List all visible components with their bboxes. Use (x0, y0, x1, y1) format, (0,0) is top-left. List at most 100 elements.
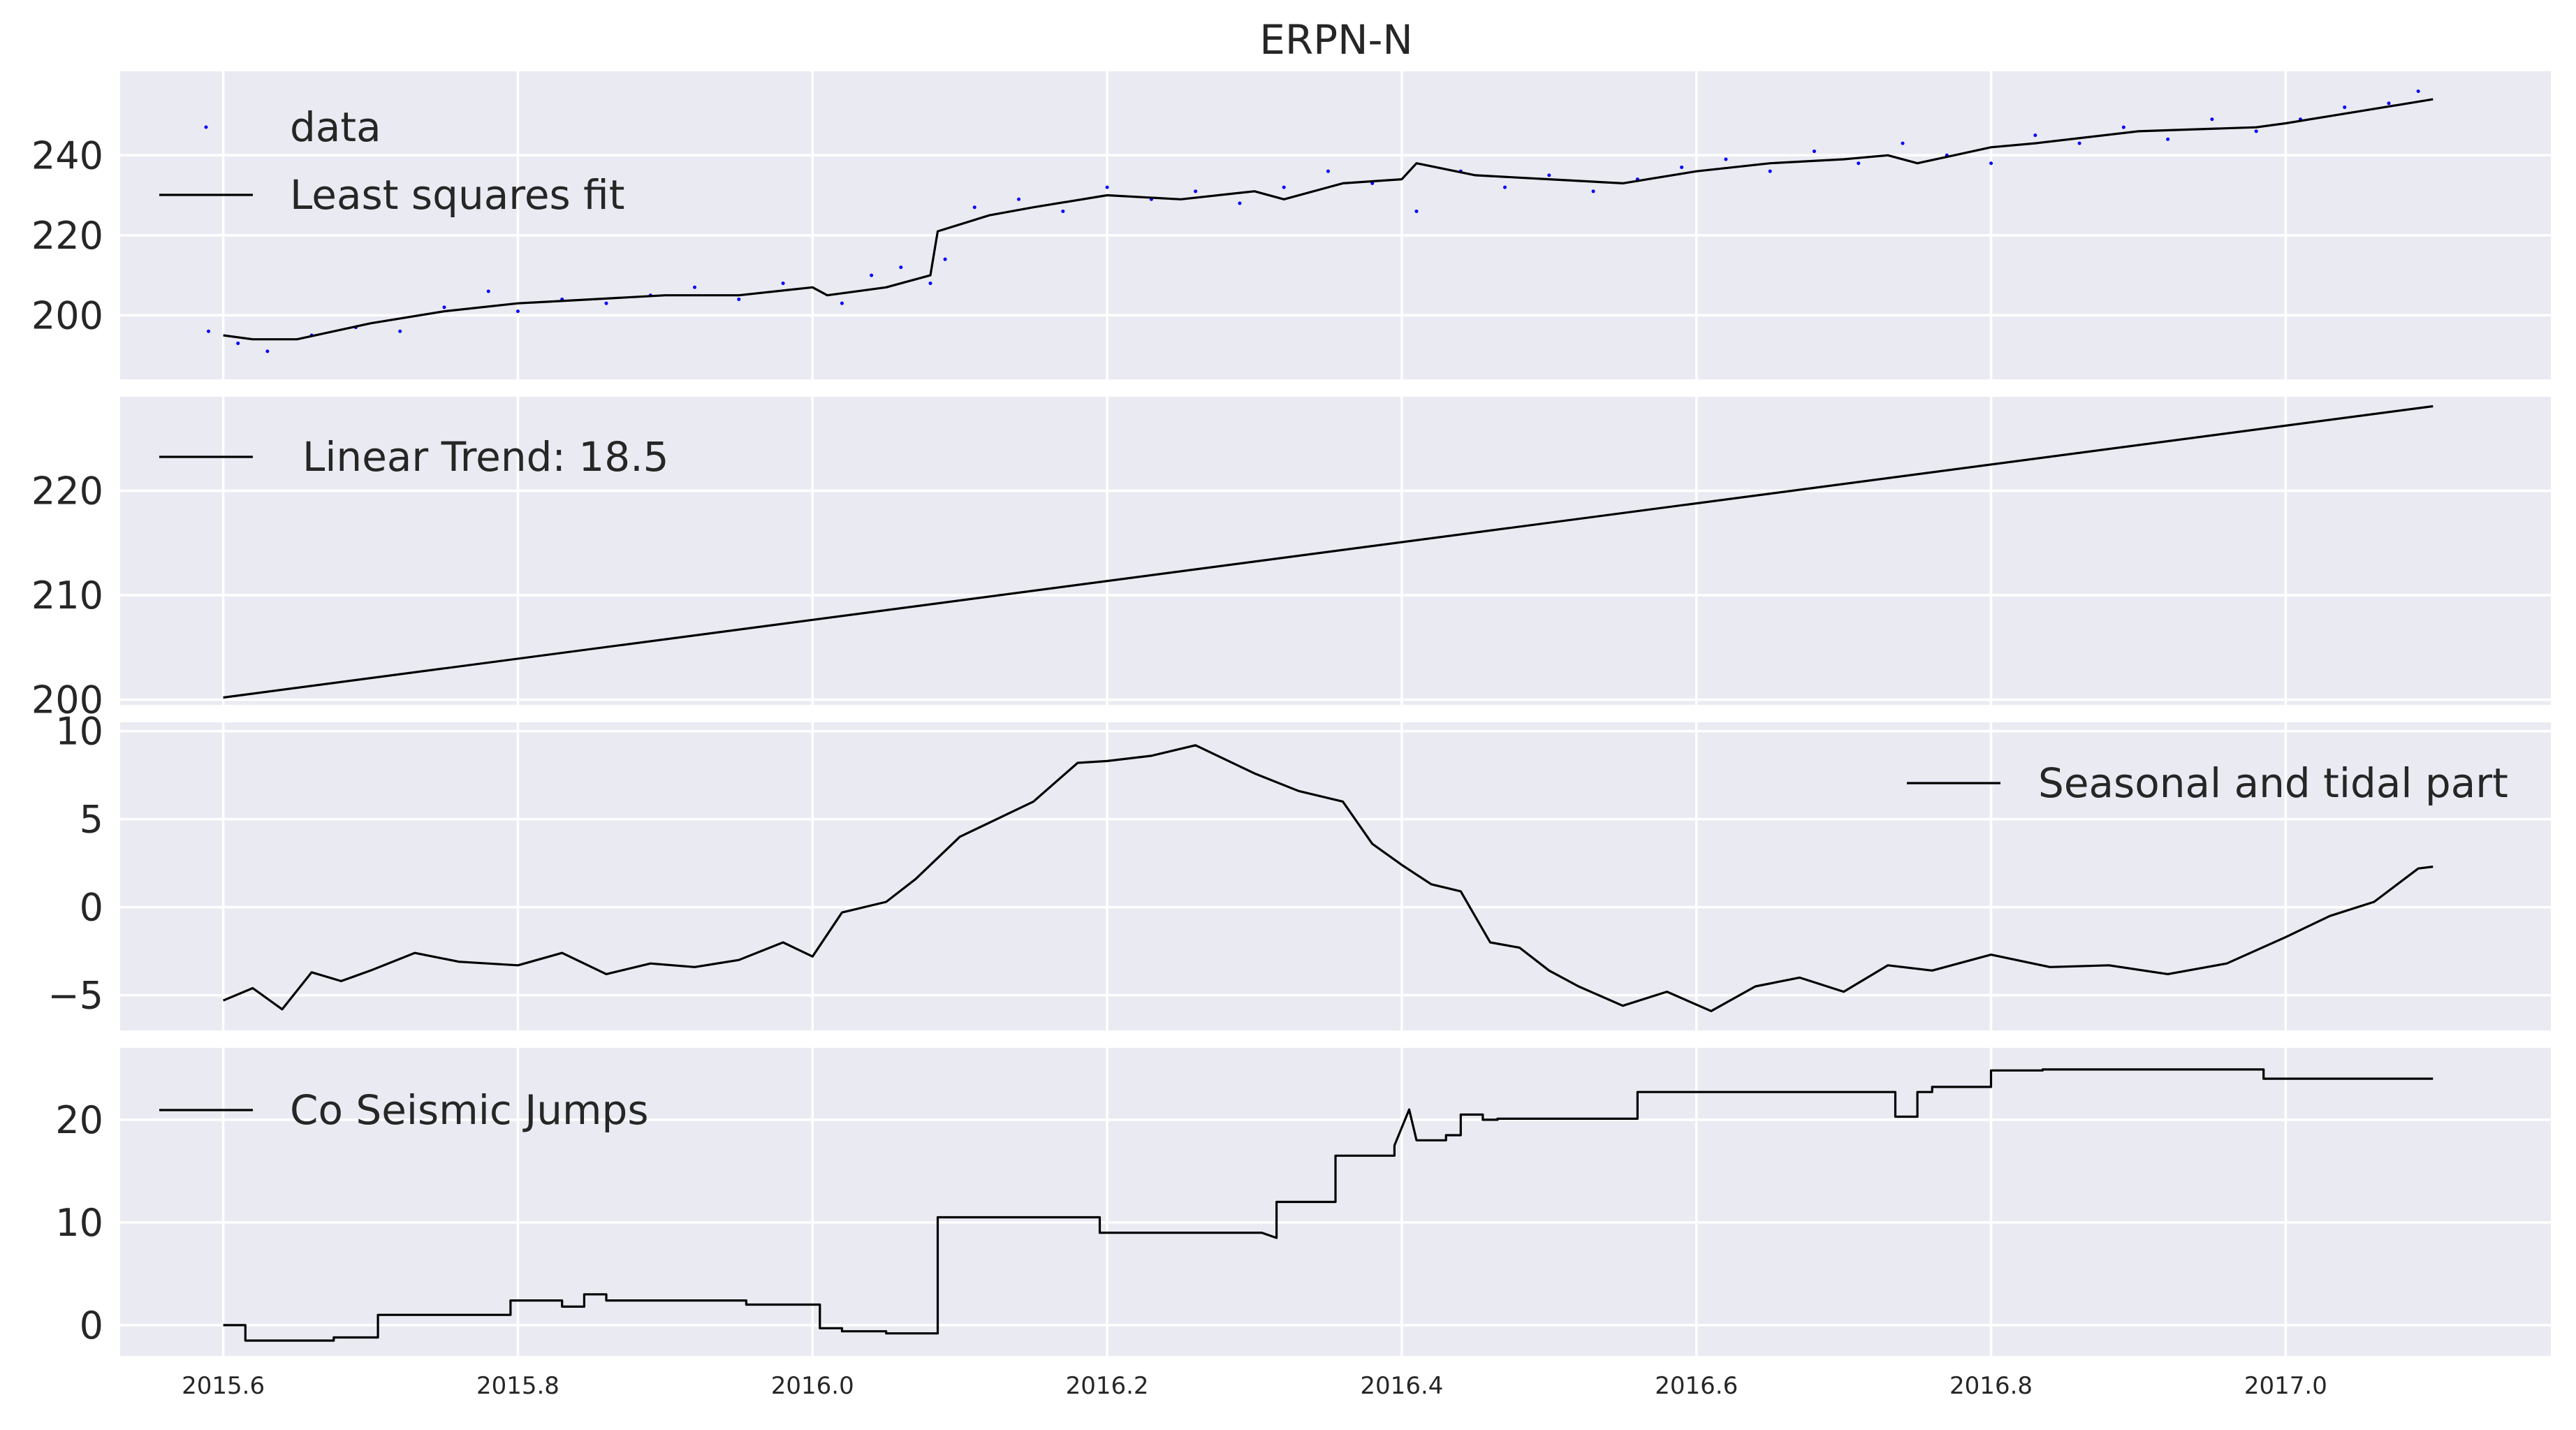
data-point (265, 349, 270, 353)
data-point (1061, 209, 1065, 213)
panel-trend-legend: Linear Trend: 18.5 (159, 433, 669, 481)
data-point (1238, 201, 1242, 205)
y-tick-label: 210 (31, 574, 103, 618)
data-point (1591, 189, 1595, 194)
data-point (207, 329, 211, 333)
data-point (1414, 209, 1419, 213)
x-tick-label: 2016.0 (771, 1372, 854, 1400)
y-tick-label: 220 (31, 469, 103, 513)
x-tick-label: 2016.6 (1655, 1372, 1738, 1400)
panel-trend: 200 210 220 Linear Trend: 18.5 (31, 397, 2551, 722)
least-squares-fit-line (223, 98, 2434, 341)
legend-fit-label: Least squares fit (290, 171, 624, 219)
legend-jumps-label: Co Seismic Jumps (290, 1086, 649, 1134)
panel-fit-data-points (207, 89, 2420, 353)
x-tick-label: 2015.6 (182, 1372, 265, 1400)
data-point (781, 282, 785, 286)
data-point (2387, 101, 2391, 105)
y-tick-label: 0 (80, 1304, 103, 1348)
y-tick-label: 5 (80, 798, 103, 842)
y-tick-label: 200 (31, 678, 103, 722)
data-point (1326, 169, 1330, 173)
y-tick-label: 200 (31, 293, 103, 337)
x-tick-label: 2016.4 (1360, 1372, 1443, 1400)
panel-seasonal-grid-y (120, 729, 2551, 997)
data-point (840, 301, 844, 305)
data-point (2254, 129, 2258, 133)
data-point (2416, 89, 2420, 94)
data-point (2121, 125, 2125, 129)
panel-fit: 200 220 240 data Least squares fit (31, 71, 2551, 379)
panel-fit-legend: data Least squares fit (159, 103, 624, 219)
data-point (1503, 185, 1507, 189)
y-tick-label: 10 (55, 1201, 103, 1245)
legend-trend-label: Linear Trend: 18.5 (302, 433, 669, 481)
linear-trend-line (223, 404, 2434, 699)
data-point (972, 205, 976, 210)
panel-seasonal: −5 0 5 10 Seasonal and tidal part (47, 710, 2551, 1030)
data-point (928, 282, 932, 286)
panel-trend-y-ticks: 200 210 220 (31, 469, 103, 722)
panel-jumps-legend: Co Seismic Jumps (159, 1086, 649, 1134)
x-axis-ticks: 2015.6 2015.8 2016.0 2016.2 2016.4 2016.6 2016… (182, 1372, 2327, 1400)
data-point (236, 341, 240, 345)
y-tick-label: 240 (31, 133, 103, 177)
data-point (515, 309, 520, 314)
data-point (693, 285, 697, 289)
panel-jumps: 0 10 20 Co Seismic Jumps (55, 1048, 2551, 1356)
panel-seasonal-grid-x (221, 722, 2288, 1030)
data-point (1812, 149, 1816, 154)
data-point (1768, 169, 1772, 173)
panel-jumps-y-ticks: 0 10 20 (55, 1098, 103, 1348)
data-point (1105, 185, 1109, 189)
legend-data-label: data (290, 103, 381, 151)
data-point (943, 257, 947, 261)
data-point (899, 265, 903, 270)
panel-fit-grid-x (221, 71, 2288, 379)
panel-fit-y-ticks: 200 220 240 (31, 133, 103, 337)
data-point (1680, 165, 1684, 169)
co-seismic-jumps-line (223, 1068, 2434, 1342)
x-tick-label: 2017.0 (2244, 1372, 2327, 1400)
data-point (1282, 185, 1286, 189)
panel-seasonal-y-ticks: −5 0 5 10 (47, 710, 103, 1018)
data-point (2343, 105, 2347, 110)
legend-data-marker (204, 125, 208, 129)
data-point (870, 273, 874, 277)
x-tick-label: 2016.8 (1949, 1372, 2033, 1400)
y-tick-label: 20 (55, 1098, 103, 1142)
data-point (442, 305, 446, 309)
y-tick-label: 0 (80, 886, 103, 930)
data-point (2033, 133, 2037, 138)
data-point (1194, 189, 1198, 194)
seasonal-tidal-line (222, 744, 2434, 1012)
chart-title: ERPN-N (1259, 16, 1413, 64)
data-point (1989, 161, 1993, 166)
panel-seasonal-background (120, 722, 2551, 1030)
data-point (737, 297, 741, 301)
data-point (1857, 161, 1861, 166)
data-point (1547, 173, 1551, 177)
legend-seasonal-label: Seasonal and tidal part (2038, 759, 2508, 807)
y-tick-label: 10 (55, 710, 103, 754)
data-point (1901, 141, 1905, 145)
data-point (604, 301, 608, 305)
x-tick-label: 2016.2 (1066, 1372, 1149, 1400)
panel-jumps-grid-y (120, 1118, 2551, 1327)
panel-trend-grid-x (221, 397, 2288, 705)
panel-fit-background (120, 71, 2551, 379)
data-point (2166, 137, 2170, 141)
panel-fit-grid-y (120, 154, 2551, 317)
y-tick-label: 220 (31, 214, 103, 258)
data-point (2210, 117, 2214, 122)
data-point (1017, 197, 1021, 201)
panel-trend-grid-y (120, 489, 2551, 701)
data-point (1724, 157, 1728, 161)
data-point (398, 329, 402, 333)
x-tick-label: 2015.8 (476, 1372, 559, 1400)
data-point (2077, 141, 2081, 145)
data-point (486, 289, 490, 293)
y-tick-label: −5 (47, 974, 103, 1018)
panel-seasonal-legend: Seasonal and tidal part (1907, 759, 2508, 807)
